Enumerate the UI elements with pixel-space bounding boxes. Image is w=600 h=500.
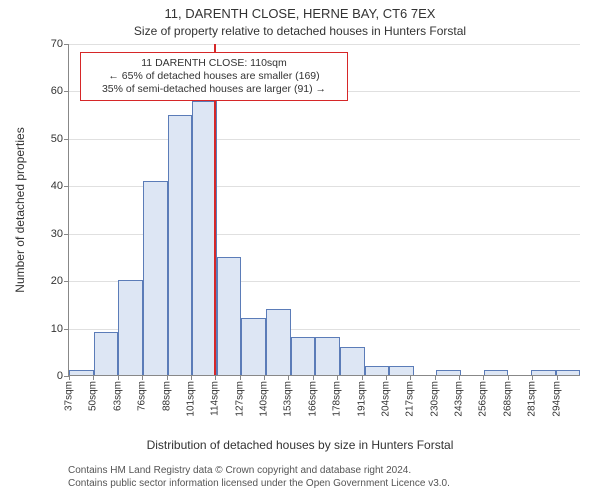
- xtick-mark: [264, 375, 265, 380]
- ytick-label: 0: [57, 370, 69, 382]
- xtick-label: 191sqm: [356, 381, 367, 417]
- histogram-bar: [217, 257, 242, 375]
- ytick-label: 40: [51, 180, 69, 192]
- chart-title-sub: Size of property relative to detached ho…: [0, 24, 600, 38]
- xtick-mark: [435, 375, 436, 380]
- histogram-bar: [556, 370, 581, 375]
- annotation-line: 11 DARENTH CLOSE: 110sqm: [85, 57, 343, 70]
- xtick-label: 178sqm: [332, 381, 343, 417]
- histogram-bar: [365, 366, 390, 375]
- xtick-label: 153sqm: [283, 381, 294, 417]
- chart-title-main: 11, DARENTH CLOSE, HERNE BAY, CT6 7EX: [0, 6, 600, 21]
- xtick-mark: [215, 375, 216, 380]
- annotation-box: 11 DARENTH CLOSE: 110sqm← 65% of detache…: [80, 52, 348, 101]
- xtick-label: 76sqm: [137, 381, 148, 411]
- xtick-label: 63sqm: [112, 381, 123, 411]
- histogram-bar: [241, 318, 266, 375]
- xtick-label: 268sqm: [502, 381, 513, 417]
- xtick-mark: [69, 375, 70, 380]
- xtick-label: 243sqm: [454, 381, 465, 417]
- ytick-label: 10: [51, 323, 69, 335]
- xtick-mark: [532, 375, 533, 380]
- y-axis-label: Number of detached properties: [13, 127, 27, 292]
- ytick-label: 50: [51, 133, 69, 145]
- histogram-bar: [291, 337, 316, 375]
- xtick-mark: [362, 375, 363, 380]
- xtick-mark: [337, 375, 338, 380]
- xtick-label: 217sqm: [405, 381, 416, 417]
- histogram-bar: [94, 332, 119, 375]
- histogram-bar: [389, 366, 414, 375]
- xtick-mark: [410, 375, 411, 380]
- histogram-bar: [143, 181, 168, 375]
- footer-line: Contains public sector information licen…: [68, 477, 450, 490]
- xtick-mark: [288, 375, 289, 380]
- xtick-mark: [483, 375, 484, 380]
- histogram-bar: [118, 280, 143, 375]
- xtick-label: 256sqm: [478, 381, 489, 417]
- xtick-mark: [386, 375, 387, 380]
- xtick-label: 88sqm: [161, 381, 172, 411]
- xtick-label: 166sqm: [307, 381, 318, 417]
- xtick-mark: [142, 375, 143, 380]
- histogram-chart: 11, DARENTH CLOSE, HERNE BAY, CT6 7EX Si…: [0, 0, 600, 500]
- xtick-mark: [93, 375, 94, 380]
- histogram-bar: [340, 347, 365, 375]
- xtick-mark: [240, 375, 241, 380]
- xtick-mark: [459, 375, 460, 380]
- histogram-bar: [168, 115, 193, 375]
- xtick-label: 37sqm: [64, 381, 75, 411]
- footer-attribution: Contains HM Land Registry data © Crown c…: [68, 464, 450, 490]
- ytick-label: 20: [51, 275, 69, 287]
- ytick-label: 60: [51, 85, 69, 97]
- xtick-label: 50sqm: [88, 381, 99, 411]
- ytick-label: 70: [51, 38, 69, 50]
- histogram-bar: [315, 337, 340, 375]
- xtick-label: 127sqm: [234, 381, 245, 417]
- xtick-label: 114sqm: [210, 381, 221, 416]
- histogram-bar: [69, 370, 94, 375]
- xtick-mark: [167, 375, 168, 380]
- xtick-mark: [557, 375, 558, 380]
- xtick-label: 204sqm: [380, 381, 391, 417]
- xtick-label: 230sqm: [429, 381, 440, 417]
- xtick-label: 101sqm: [185, 381, 196, 417]
- footer-line: Contains HM Land Registry data © Crown c…: [68, 464, 450, 477]
- xtick-label: 140sqm: [259, 381, 270, 417]
- xtick-mark: [508, 375, 509, 380]
- histogram-bar: [266, 309, 291, 375]
- annotation-line: 35% of semi-detached houses are larger (…: [85, 83, 343, 96]
- xtick-label: 294sqm: [551, 381, 562, 417]
- histogram-bar: [484, 370, 509, 375]
- ytick-label: 30: [51, 228, 69, 240]
- xtick-label: 281sqm: [527, 381, 538, 417]
- x-axis-label: Distribution of detached houses by size …: [0, 438, 600, 452]
- annotation-line: ← 65% of detached houses are smaller (16…: [85, 70, 343, 83]
- histogram-bar: [531, 370, 556, 375]
- xtick-mark: [191, 375, 192, 380]
- xtick-mark: [118, 375, 119, 380]
- xtick-mark: [313, 375, 314, 380]
- histogram-bar: [436, 370, 461, 375]
